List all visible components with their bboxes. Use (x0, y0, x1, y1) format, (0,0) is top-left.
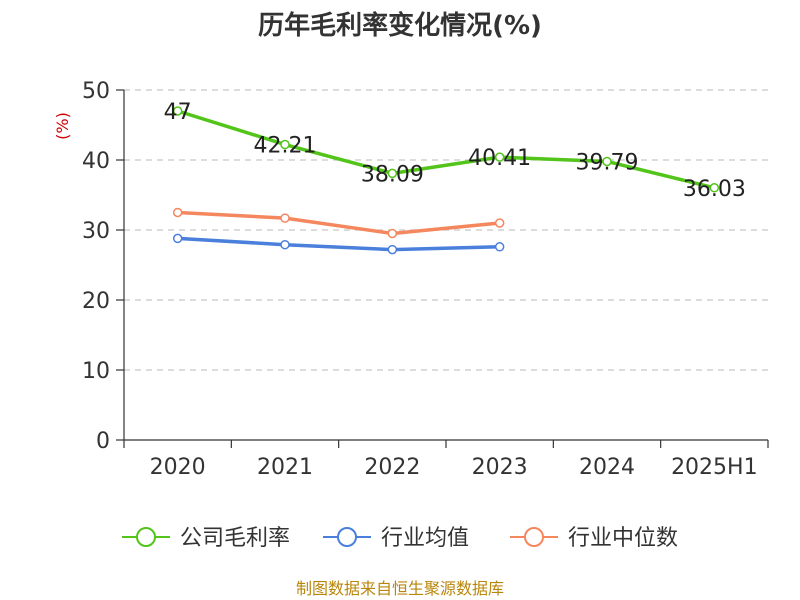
data-label: 36.03 (683, 177, 746, 202)
x-tick-label: 2023 (472, 455, 528, 480)
data-point (280, 239, 290, 250)
data-label: 39.79 (576, 150, 639, 175)
data-point (172, 233, 183, 244)
series-line (175, 210, 502, 236)
x-tick-label: 2020 (150, 455, 206, 480)
x-tick-label: 2024 (579, 455, 635, 480)
data-point (387, 168, 398, 179)
legend-marker (136, 527, 156, 547)
data-point (494, 242, 505, 252)
x-tick-label: 2021 (257, 455, 313, 480)
legend-marker (524, 527, 544, 547)
data-point (494, 218, 505, 228)
data-label: 47 (164, 100, 192, 125)
data-point (280, 213, 290, 223)
y-tick-label: 0 (96, 429, 110, 454)
x-tick-label: 2022 (364, 455, 420, 480)
series-line (175, 236, 502, 252)
legend-label: 行业均值 (381, 526, 469, 551)
data-point (602, 156, 612, 167)
data-point (172, 106, 183, 116)
data-point (387, 244, 398, 255)
y-axis-label: (%) (53, 112, 72, 140)
y-tick-label: 30 (82, 219, 110, 244)
axes: 0 10 20 30 40 50 2020 2021 2022 2023 2024 2025H1 (82, 79, 769, 480)
x-tick-label: 2025H1 (671, 455, 758, 480)
legend-label: 行业中位数 (568, 526, 678, 551)
legend-label: 公司毛利率 (180, 526, 290, 551)
series-lines (172, 106, 720, 255)
data-point (172, 207, 183, 218)
source-note: 制图数据来自恒生聚源数据库 (296, 579, 504, 598)
data-label: 42.21 (254, 134, 317, 159)
data-point (387, 228, 398, 239)
y-tick-label: 10 (82, 359, 110, 384)
chart-title: 历年毛利率变化情况(%) (258, 10, 542, 41)
data-point (280, 139, 290, 150)
legend: 公司毛利率 行业均值 行业中位数 (122, 526, 678, 551)
y-tick-label: 40 (82, 149, 110, 174)
data-labels: 47 42.21 38.09 40.41 39.79 36.03 (164, 100, 746, 202)
data-label: 38.09 (361, 162, 424, 187)
series-line (175, 109, 717, 190)
y-tick-label: 50 (82, 79, 110, 104)
data-point (709, 183, 720, 193)
data-point (494, 152, 505, 162)
legend-marker (337, 527, 357, 547)
data-label: 40.41 (468, 146, 531, 171)
y-tick-label: 20 (82, 289, 110, 314)
